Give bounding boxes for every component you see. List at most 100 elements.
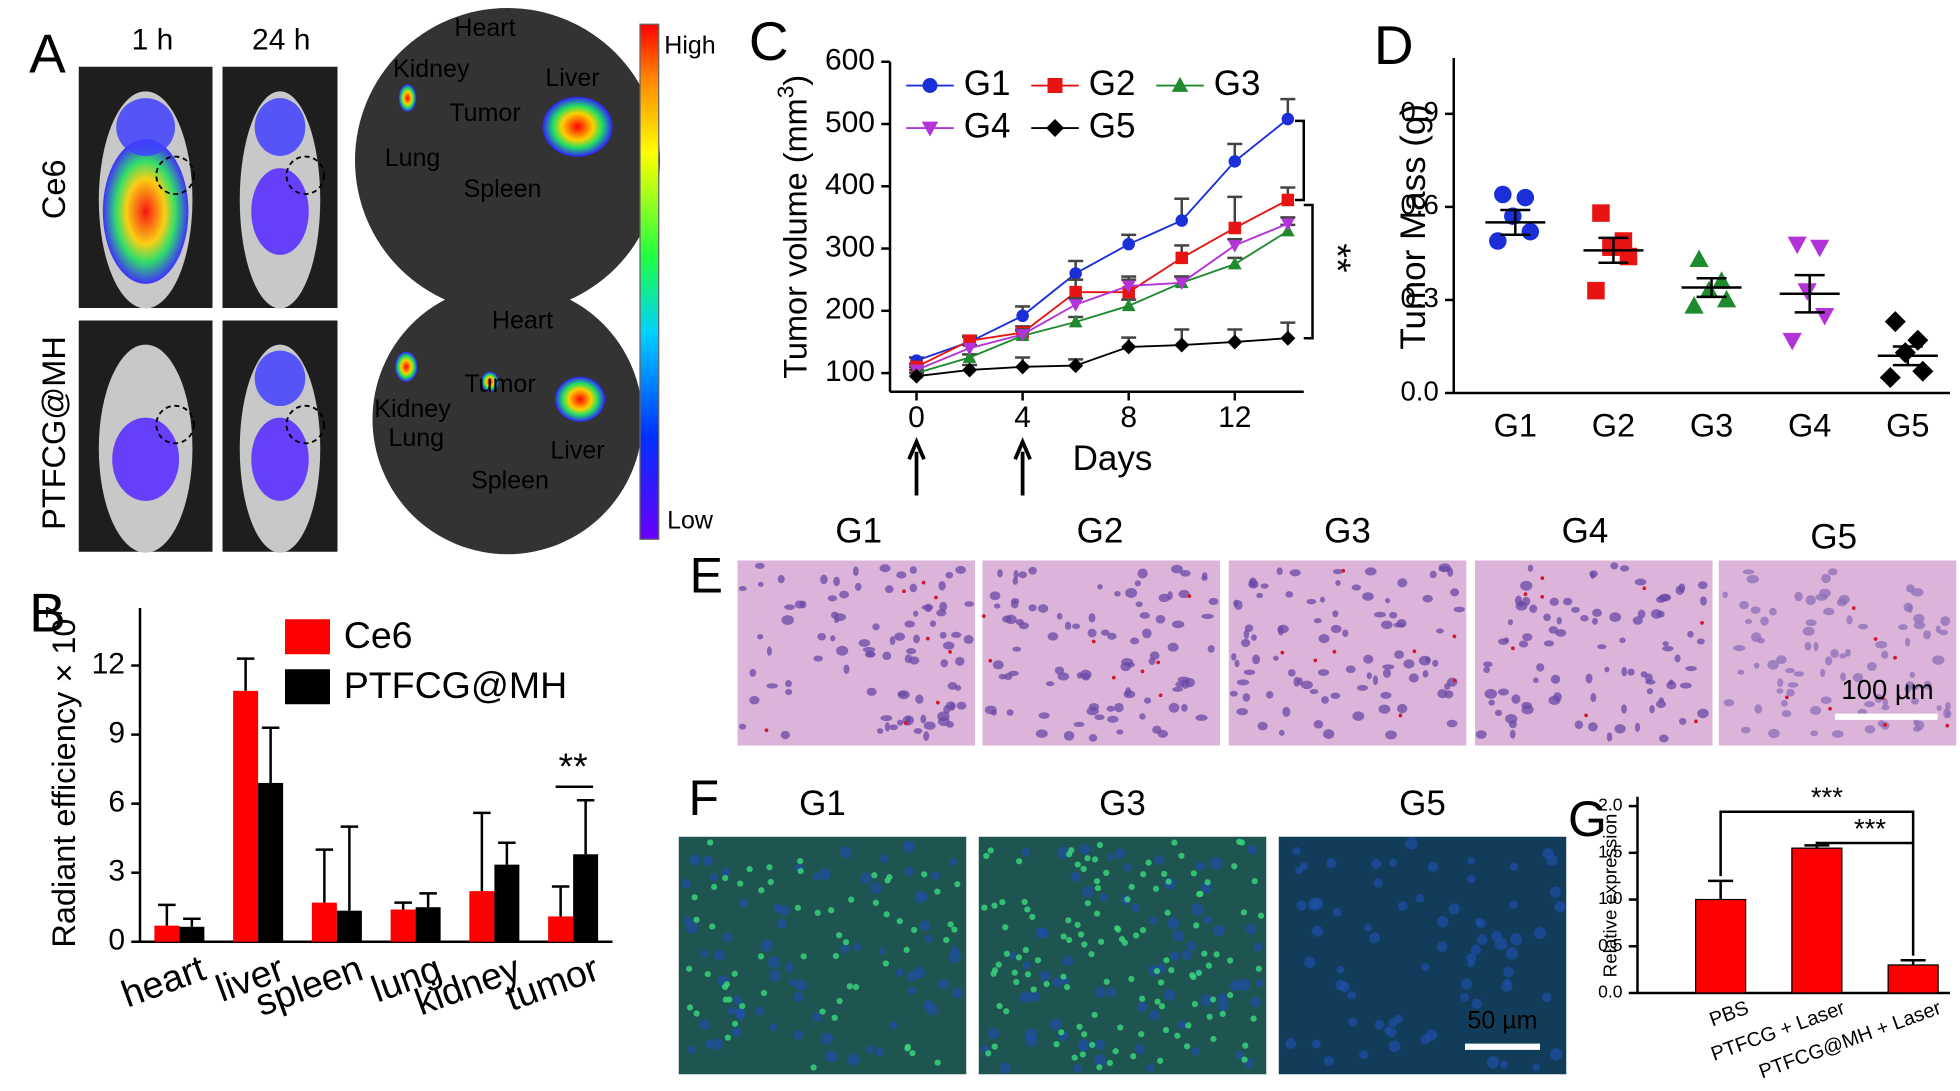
positive-cell <box>1236 838 1243 845</box>
positive-cell <box>1128 975 1135 983</box>
cell-nucleus <box>1256 592 1264 599</box>
organ-label: Heart <box>492 306 553 334</box>
red-cell <box>1893 655 1897 660</box>
nucleus <box>731 1027 742 1038</box>
nucleus <box>925 934 934 943</box>
y-axis-label-text: Relative expression <box>1599 814 1620 978</box>
y-tick-label: 0 <box>108 924 125 957</box>
cell-nucleus <box>862 646 876 653</box>
nucleus <box>912 966 926 979</box>
positive-cell <box>1066 851 1073 858</box>
cell-nucleus <box>1437 689 1448 699</box>
nucleus <box>1106 853 1115 861</box>
cell-nucleus <box>1804 641 1812 651</box>
panel-label: G <box>1568 791 1607 847</box>
nucleus <box>1039 928 1049 939</box>
positive-cell <box>1210 1035 1217 1043</box>
nucleus <box>825 1050 838 1063</box>
cell-nucleus <box>1767 659 1779 670</box>
nucleus <box>938 978 950 990</box>
red-cell <box>1452 634 1457 639</box>
positive-cell <box>1016 858 1023 865</box>
cell-nucleus <box>956 701 967 710</box>
cell-nucleus <box>921 604 934 611</box>
organ-label: Lung <box>388 424 444 452</box>
red-cell <box>903 721 908 725</box>
cell-nucleus <box>1114 702 1124 713</box>
nucleus <box>1388 1040 1401 1053</box>
nucleus <box>768 956 781 969</box>
positive-cell <box>1139 995 1146 1002</box>
cell-nucleus <box>1125 587 1138 598</box>
marker <box>1228 155 1242 168</box>
cell-nucleus <box>1385 730 1397 740</box>
positive-cell <box>1190 973 1197 981</box>
legend-label: PTFCG@MH <box>344 664 567 706</box>
cell-nucleus <box>1446 677 1458 687</box>
marker <box>1711 271 1732 289</box>
nucleus <box>878 947 887 956</box>
nucleus <box>1146 1063 1155 1072</box>
organ-label: Liver <box>550 436 604 464</box>
positive-cell <box>943 936 950 944</box>
cell-nucleus <box>1805 619 1817 627</box>
cell-nucleus <box>1208 597 1219 606</box>
nucleus <box>1163 988 1176 1001</box>
nucleus <box>1503 966 1514 978</box>
cell-nucleus <box>1753 662 1760 669</box>
y-tick-label: 300 <box>825 230 875 263</box>
cell-nucleus <box>1397 703 1408 714</box>
nucleus <box>1136 1001 1148 1012</box>
x-tick-label: G3 <box>1690 408 1733 444</box>
colorbar-label: Low <box>667 506 714 534</box>
cell-nucleus <box>1881 704 1890 711</box>
cell-nucleus <box>1846 615 1853 625</box>
error-bar <box>394 901 412 910</box>
positive-cell <box>1117 1024 1124 1031</box>
positive-cell <box>951 926 958 933</box>
cell-nucleus <box>1606 732 1613 742</box>
cell-nucleus <box>1167 642 1179 652</box>
nucleus <box>1245 923 1257 935</box>
cell-nucleus <box>1201 575 1208 581</box>
cell-nucleus <box>1754 704 1763 714</box>
cell-nucleus <box>1634 722 1641 732</box>
positive-cell <box>709 923 716 930</box>
cell-nucleus <box>1137 568 1148 579</box>
nucleus <box>1323 1056 1334 1066</box>
positive-cell <box>1242 1042 1249 1049</box>
cell-nucleus <box>1278 729 1285 736</box>
cell-nucleus <box>1356 684 1369 691</box>
x-tick-label: 0 <box>908 401 925 434</box>
positive-cell <box>996 1002 1003 1010</box>
positive-cell <box>1162 1026 1170 1034</box>
cell-nucleus <box>1382 664 1395 670</box>
nucleus <box>1332 908 1342 917</box>
cell-nucleus <box>1658 594 1671 602</box>
marker <box>1015 329 1030 342</box>
positive-cell <box>1063 983 1071 991</box>
y-tick-label: 200 <box>825 293 875 326</box>
cell-nucleus <box>1590 692 1597 703</box>
cell-nucleus <box>906 648 917 655</box>
y-tick-label: 0.9 <box>1401 96 1439 127</box>
positive-cell <box>1003 950 1011 957</box>
cell-nucleus <box>1242 693 1251 702</box>
signal <box>251 168 309 255</box>
cell-nucleus <box>1562 597 1573 606</box>
bar <box>1791 847 1843 994</box>
y-tick-label: 6 <box>108 786 125 819</box>
y-tick-label: 1.0 <box>1598 888 1623 908</box>
marker <box>1068 314 1083 328</box>
tumor-ring <box>155 404 195 445</box>
marker <box>1602 238 1620 256</box>
positive-cell <box>1112 1048 1119 1055</box>
positive-cell <box>1015 954 1023 961</box>
treatment-arrow <box>907 436 926 496</box>
cell-nucleus <box>1507 619 1514 626</box>
cell-nucleus <box>817 632 827 641</box>
positive-cell <box>1174 1032 1181 1039</box>
nucleus <box>1186 941 1196 951</box>
